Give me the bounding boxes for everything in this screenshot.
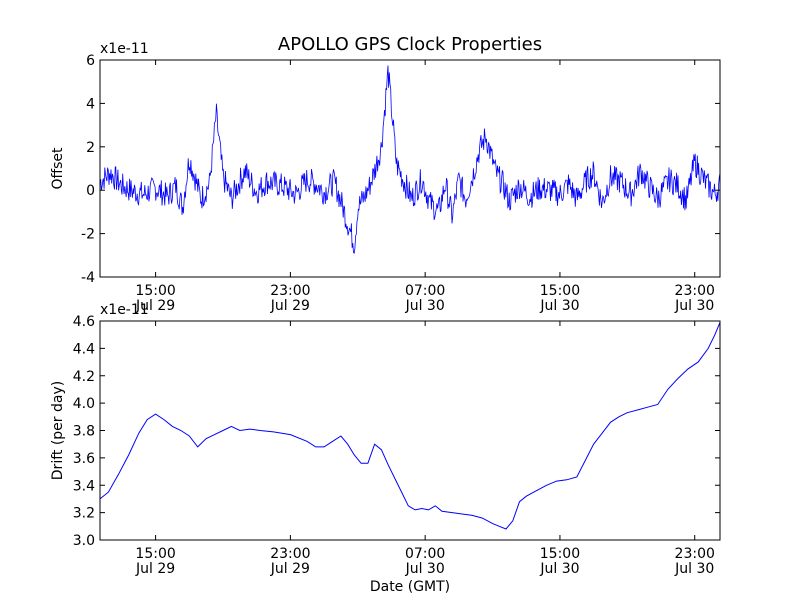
x-tick-time-label: 23:00 <box>675 283 715 299</box>
series-line-drift <box>99 322 721 530</box>
y-tick-label: 3.6 <box>73 451 95 467</box>
x-axis-label: Date (GMT) <box>370 579 450 595</box>
x-tick-date-label: Jul 29 <box>270 298 310 314</box>
x-tick-date-label: Jul 30 <box>539 298 579 314</box>
y-tick-label: 3.2 <box>73 506 95 522</box>
y-tick-label: -4 <box>81 270 95 286</box>
x-tick-time-label: 15:00 <box>540 546 580 562</box>
x-tick-time-label: 15:00 <box>135 546 175 562</box>
x-tick-date-label: Jul 30 <box>405 298 445 314</box>
x-tick-time-label: 23:00 <box>675 546 715 562</box>
x-tick-date-label: Jul 29 <box>135 561 175 577</box>
series-line-offset <box>99 65 721 254</box>
y-tick-label: 3.0 <box>73 533 95 549</box>
x-tick-date-label: Jul 30 <box>405 561 445 577</box>
y-tick-label: 3.8 <box>73 424 95 440</box>
x-tick-date-label: Jul 29 <box>270 561 310 577</box>
x-tick-time-label: 07:00 <box>405 283 445 299</box>
x-tick-time-label: 15:00 <box>540 283 580 299</box>
y-tick-label: 3.4 <box>73 478 95 494</box>
y-tick-label: 6 <box>86 53 95 69</box>
y-tick-label: 0 <box>86 183 95 199</box>
x-tick-date-label: Jul 30 <box>539 561 579 577</box>
x-tick-time-label: 07:00 <box>405 546 445 562</box>
y-tick-label: 4.4 <box>73 341 95 357</box>
y-multiplier-label: x1e-11 <box>100 41 149 57</box>
y-multiplier-label: x1e-11 <box>100 302 149 318</box>
y-tick-label: 4.6 <box>73 314 95 330</box>
y-tick-label: 4 <box>86 96 95 112</box>
x-tick-time-label: 23:00 <box>270 546 310 562</box>
y-tick-label: 2 <box>86 140 95 156</box>
x-tick-time-label: 23:00 <box>270 283 310 299</box>
x-tick-date-label: Jul 30 <box>674 298 714 314</box>
y-axis-label: Offset <box>50 147 66 190</box>
y-tick-label: -2 <box>81 227 95 243</box>
x-tick-time-label: 15:00 <box>135 283 175 299</box>
x-tick-date-label: Jul 29 <box>135 298 175 314</box>
y-axis-label: Drift (per day) <box>50 381 66 480</box>
y-tick-label: 4.0 <box>73 396 95 412</box>
plot-frame <box>99 59 721 278</box>
x-tick-date-label: Jul 30 <box>674 561 714 577</box>
y-tick-label: 4.2 <box>73 369 95 385</box>
chart-title: APOLLO GPS Clock Properties <box>278 34 542 55</box>
